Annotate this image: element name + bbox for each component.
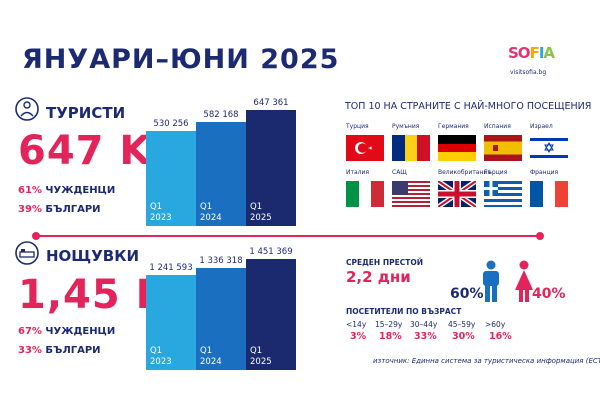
romania-flag xyxy=(392,135,430,161)
country-name: Испания xyxy=(484,123,511,130)
chart-bar xyxy=(196,268,246,370)
bar-category-label: Q1 2024 xyxy=(200,202,222,223)
nights-foreign: 67% ЧУЖДЕНЦИ xyxy=(18,326,116,337)
spain-flag xyxy=(484,135,522,161)
country-name: Румъния xyxy=(392,123,420,130)
age-group-label: >60y xyxy=(485,320,506,329)
chart-bar xyxy=(146,275,196,370)
visitsofia-logo: SOFIA visitsofia.bg xyxy=(508,42,556,82)
germany-flag xyxy=(438,135,476,161)
country-name: Франция xyxy=(530,169,559,176)
bar-value-label: 1 451 369 xyxy=(249,247,293,257)
chart-bar xyxy=(146,131,196,226)
bar-value-label: 1 336 318 xyxy=(199,256,243,266)
tourists-total: 647 K xyxy=(18,128,152,174)
bar-value-label: 1 241 593 xyxy=(149,263,193,273)
age-group-label: <14y xyxy=(346,320,367,329)
age-group-value: 33% xyxy=(414,331,437,342)
country-name: Германия xyxy=(438,123,469,130)
chart-bar xyxy=(196,122,246,226)
bar-category-label: Q1 2025 xyxy=(250,346,272,367)
stay-value: 2,2 дни xyxy=(346,268,411,286)
nights-bulgarian: 33% БЪЛГАРИ xyxy=(18,345,101,356)
stay-title: СРЕДЕН ПРЕСТОЙ xyxy=(346,258,423,267)
female-pct: 40% xyxy=(532,286,566,302)
nights-label: НОЩУВКИ xyxy=(46,247,140,265)
tourists-foreign: 61% ЧУЖДЕНЦИ xyxy=(18,185,116,196)
top10-title: ТОП 10 НА СТРАНИТЕ С НАЙ-МНОГО ПОСЕЩЕНИЯ xyxy=(345,101,592,112)
chart-bar xyxy=(246,259,296,370)
section-divider xyxy=(32,232,544,240)
logo-text: SOFIA xyxy=(508,44,555,62)
italy-flag xyxy=(346,181,384,207)
country-name: Италия xyxy=(346,169,370,176)
bar-category-label: Q1 2023 xyxy=(150,202,172,223)
uk-flag xyxy=(438,181,476,207)
age-title: ПОСЕТИТЕЛИ ПО ВЪЗРАСТ xyxy=(346,307,462,316)
age-group-value: 30% xyxy=(452,331,475,342)
country-name: Турция xyxy=(346,123,369,130)
age-group-value: 3% xyxy=(350,331,367,342)
male-pct: 60% xyxy=(450,286,484,302)
tourist-icon xyxy=(15,97,39,121)
bar-value-label: 530 256 xyxy=(153,119,189,129)
country-name: САЩ xyxy=(392,169,407,176)
female-icon xyxy=(515,260,533,302)
bar-value-label: 582 168 xyxy=(203,110,239,120)
age-group-label: 30–44y xyxy=(410,320,438,329)
france-flag xyxy=(530,181,568,207)
age-group-value: 18% xyxy=(379,331,402,342)
age-group-label: 45–59y xyxy=(448,320,476,329)
logo-site: visitsofia.bg xyxy=(510,69,547,76)
country-name: Израел xyxy=(530,123,553,130)
turkey-flag xyxy=(346,135,384,161)
age-group-label: 15–29y xyxy=(375,320,403,329)
usa-flag xyxy=(392,181,430,207)
page-title: ЯНУАРИ–ЮНИ 2025 xyxy=(22,44,340,75)
israel-flag xyxy=(530,135,568,161)
bar-category-label: Q1 2024 xyxy=(200,346,222,367)
age-group-value: 16% xyxy=(489,331,512,342)
country-name: Великобритания xyxy=(438,169,491,176)
tourists-label: ТУРИСТИ xyxy=(46,104,126,122)
bar-value-label: 647 361 xyxy=(253,98,289,108)
chart-bar xyxy=(246,110,296,226)
bar-category-label: Q1 2023 xyxy=(150,346,172,367)
greece-flag xyxy=(484,181,522,207)
country-name: Гърция xyxy=(484,169,508,176)
tourists-bulgarian: 39% БЪЛГАРИ xyxy=(18,204,101,215)
bar-category-label: Q1 2025 xyxy=(250,202,272,223)
bed-icon xyxy=(15,241,39,265)
source-note: източник: Единна система за туристическа… xyxy=(373,357,600,365)
male-icon xyxy=(483,260,499,302)
